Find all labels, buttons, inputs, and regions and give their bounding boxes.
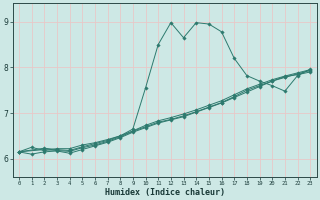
X-axis label: Humidex (Indice chaleur): Humidex (Indice chaleur): [105, 188, 225, 197]
